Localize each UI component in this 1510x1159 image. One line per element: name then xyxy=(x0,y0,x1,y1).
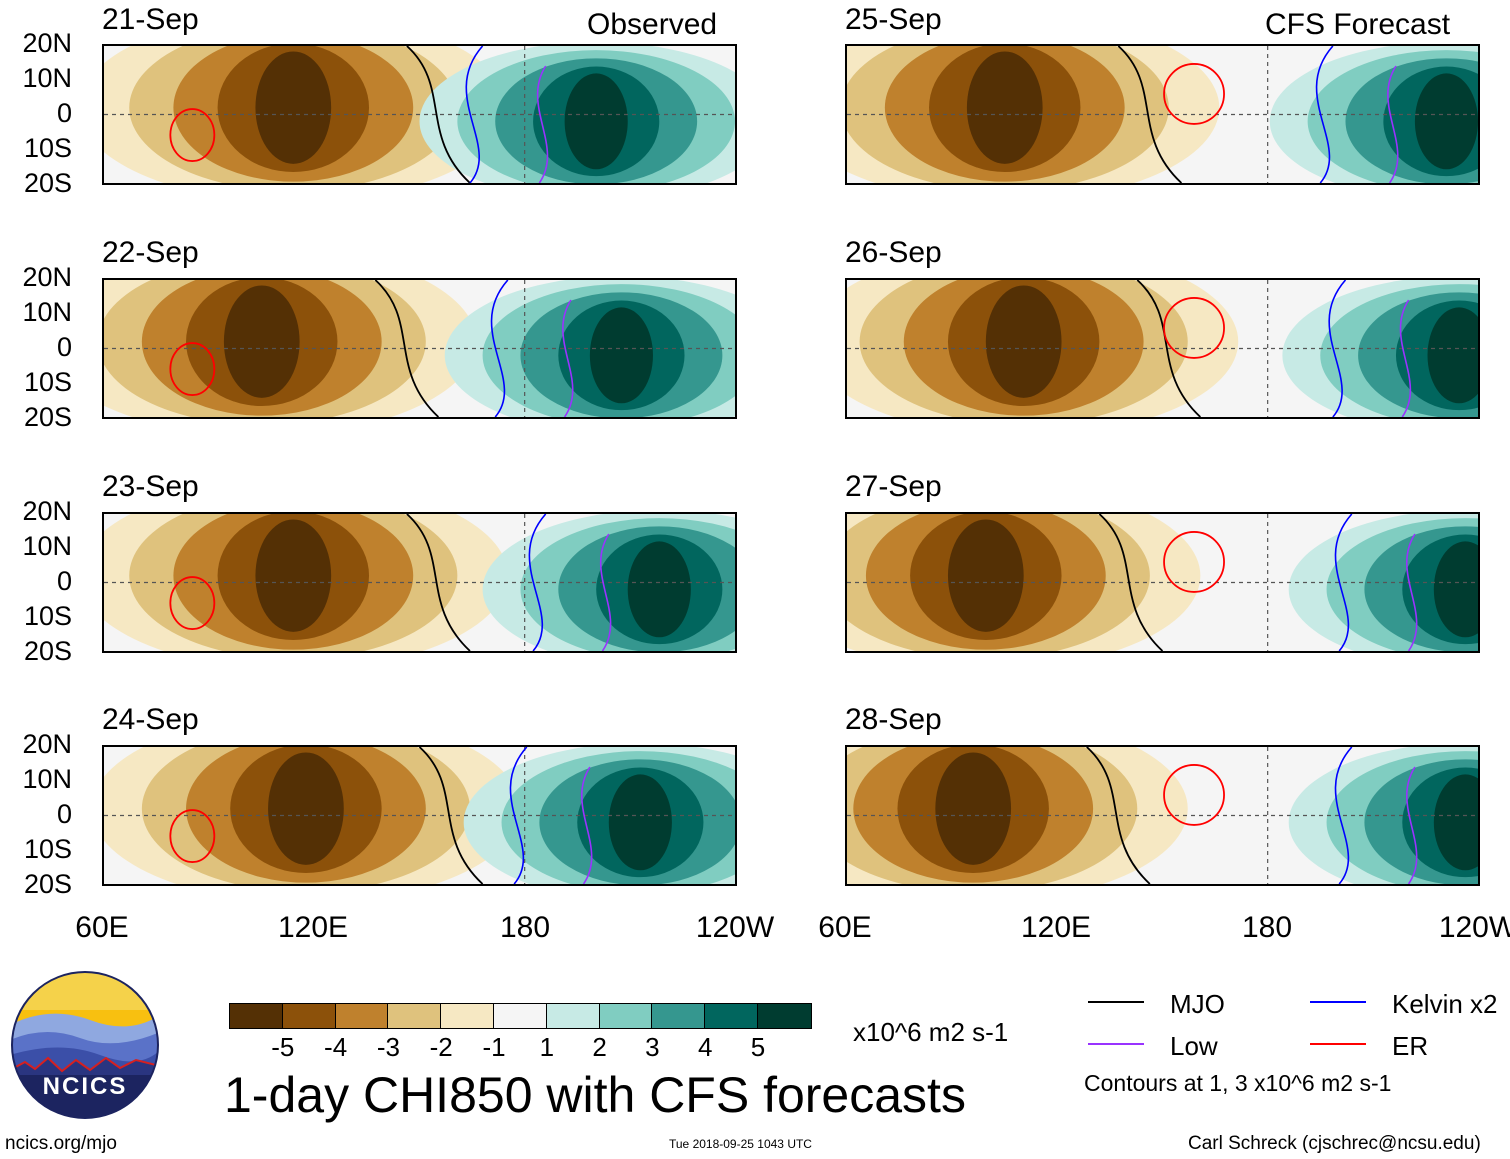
lat-label: 0 xyxy=(56,566,72,596)
site-link[interactable]: ncics.org/mjo xyxy=(5,1133,117,1154)
colorbar-tick-label: -2 xyxy=(429,1032,453,1062)
panel-date-label: 25-Sep xyxy=(845,3,942,36)
lon-label: 120W xyxy=(695,911,775,944)
lon-label: 180 xyxy=(499,911,551,944)
colorbar-tick-label: -1 xyxy=(482,1032,506,1062)
lat-label: 20S xyxy=(23,869,72,899)
panel-date-label: 27-Sep xyxy=(845,470,942,503)
colorbar xyxy=(229,1003,812,1029)
legend-line-low xyxy=(1088,1043,1144,1045)
lon-label: 60E xyxy=(818,911,872,944)
lon-label: 120W xyxy=(1438,911,1510,944)
map-field xyxy=(104,46,735,183)
map-panel-forecast-26sep xyxy=(845,278,1480,419)
panel-date-label: 24-Sep xyxy=(102,703,199,736)
lat-label: 10S xyxy=(23,834,72,864)
lat-label: 20S xyxy=(23,168,72,198)
lon-label: 120E xyxy=(277,911,349,944)
colorbar-tick-label: -4 xyxy=(324,1032,348,1062)
colorbar-units: x10^6 m2 s-1 xyxy=(853,1017,1009,1047)
map-field xyxy=(104,747,735,884)
colorbar-tick-label: 2 xyxy=(592,1032,607,1062)
lat-label: 20S xyxy=(23,402,72,432)
colorbar-tick-label: 4 xyxy=(697,1032,713,1062)
observed-label: Observed xyxy=(587,8,718,41)
colorbar-swatch xyxy=(282,1004,336,1028)
colorbar-swatch xyxy=(652,1004,706,1028)
credit: Carl Schreck (cjschrec@ncsu.edu) xyxy=(1188,1133,1481,1154)
panel-date-label: 22-Sep xyxy=(102,236,199,269)
map-field xyxy=(847,46,1478,183)
map-panel-forecast-28sep xyxy=(845,745,1480,886)
panel-date-label: 23-Sep xyxy=(102,470,199,503)
legend-label-mjo: MJO xyxy=(1170,989,1225,1019)
legend-line-er xyxy=(1310,1043,1366,1045)
colorbar-swatch xyxy=(388,1004,442,1028)
plot-title: 1-day CHI850 with CFS forecasts xyxy=(224,1067,966,1123)
lat-label: 10N xyxy=(22,531,72,561)
lat-label: 10S xyxy=(23,133,72,163)
map-panel-observed-22sep xyxy=(102,278,737,419)
lat-label: 0 xyxy=(56,98,72,128)
lat-label: 0 xyxy=(56,332,72,362)
lat-label: 0 xyxy=(56,799,72,829)
map-panel-forecast-27sep xyxy=(845,512,1480,653)
legend-note: Contours at 1, 3 x10^6 m2 s-1 xyxy=(1084,1070,1392,1096)
colorbar-swatch xyxy=(546,1004,600,1028)
colorbar-tick-label: 3 xyxy=(645,1032,660,1062)
colorbar-tick-label: 5 xyxy=(750,1032,766,1062)
lat-label: 10S xyxy=(23,367,72,397)
map-field xyxy=(847,280,1478,417)
map-field xyxy=(104,514,735,651)
panel-date-label: 26-Sep xyxy=(845,236,942,269)
logo-text: NCICS xyxy=(43,1073,128,1100)
colorbar-tick-label: -5 xyxy=(271,1032,295,1062)
panel-date-label: 28-Sep xyxy=(845,703,942,736)
lat-label: 10N xyxy=(22,297,72,327)
map-panel-observed-24sep xyxy=(102,745,737,886)
map-field xyxy=(104,280,735,417)
lat-label: 20N xyxy=(22,28,72,58)
legend-line-mjo xyxy=(1088,1001,1144,1003)
lat-label: 10N xyxy=(22,764,72,794)
colorbar-swatch xyxy=(493,1004,547,1028)
legend-label-er: ER xyxy=(1392,1031,1429,1061)
lat-label: 10S xyxy=(23,601,72,631)
lon-label: 120E xyxy=(1020,911,1092,944)
legend-line-kelvin xyxy=(1310,1001,1366,1003)
lon-label: 180 xyxy=(1241,911,1293,944)
colorbar-tick-label: -3 xyxy=(376,1032,400,1062)
map-field xyxy=(847,747,1478,884)
map-panel-forecast-25sep xyxy=(845,44,1480,185)
colorbar-swatch xyxy=(705,1004,758,1028)
timestamp: Tue 2018-09-25 1043 UTC xyxy=(669,1137,812,1151)
lat-label: 10N xyxy=(22,63,72,93)
colorbar-tick-label: 1 xyxy=(539,1032,555,1062)
lon-label: 60E xyxy=(75,911,129,944)
lat-label: 20S xyxy=(23,636,72,666)
lat-label: 20N xyxy=(22,496,72,526)
colorbar-swatch xyxy=(757,1004,811,1028)
forecast-label: CFS Forecast xyxy=(1265,8,1451,41)
legend-label-kelvin: Kelvin x2 xyxy=(1392,989,1498,1019)
colorbar-swatch xyxy=(230,1004,283,1028)
ncics-logo[interactable]: NCICS xyxy=(10,970,160,1120)
lat-label: 20N xyxy=(22,729,72,759)
colorbar-swatch xyxy=(441,1004,494,1028)
map-panel-observed-21sep xyxy=(102,44,737,185)
map-panel-observed-23sep xyxy=(102,512,737,653)
panel-date-label: 21-Sep xyxy=(102,3,199,36)
colorbar-swatch xyxy=(335,1004,389,1028)
lat-label: 20N xyxy=(22,262,72,292)
colorbar-swatch xyxy=(599,1004,653,1028)
legend-label-low: Low xyxy=(1170,1031,1218,1061)
map-field xyxy=(847,514,1478,651)
